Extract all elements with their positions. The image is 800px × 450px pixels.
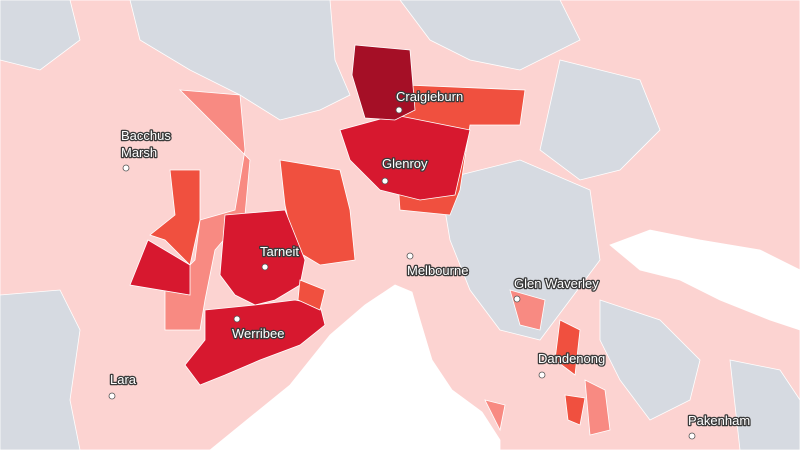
place-dot [261,263,269,271]
place-dot [513,295,521,303]
place-label: Bacchus [121,128,171,143]
region [279,159,356,266]
place-label: Lara [110,372,137,387]
region [219,209,306,306]
place-dot [381,177,389,185]
region [297,279,326,311]
region [564,394,586,426]
place-dot [538,371,546,379]
water [609,229,800,331]
region [351,44,416,121]
place-dot [122,164,130,172]
region [129,0,351,121]
region [0,289,81,450]
region [584,379,611,436]
place-dot [688,432,696,440]
place-dot [108,392,116,400]
place-label: Tarneit [260,244,299,259]
water [209,284,501,450]
place-dot [406,252,414,260]
place-label: Glenroy [382,156,428,171]
region [399,0,581,71]
region [184,299,326,386]
place-label: Craigieburn [396,89,463,104]
place-dot [395,106,403,114]
region [439,159,601,341]
region [149,169,201,266]
place-label: Dandenong [538,351,605,366]
region [554,319,581,376]
region [539,59,661,181]
region [599,299,701,421]
region [0,0,81,71]
place-label: Melbourne [407,263,468,278]
place-label: Pakenham [688,413,750,428]
place-label: Glen Waverley [514,276,599,291]
region [484,399,506,432]
places: Craigieburn Bacchus Marsh Glenroy Tarnei… [108,88,751,440]
region [729,359,800,450]
place-dot [233,315,241,323]
region [129,239,191,296]
region [339,114,471,201]
place-label: Werribee [232,326,285,341]
place-label: Marsh [121,145,157,160]
